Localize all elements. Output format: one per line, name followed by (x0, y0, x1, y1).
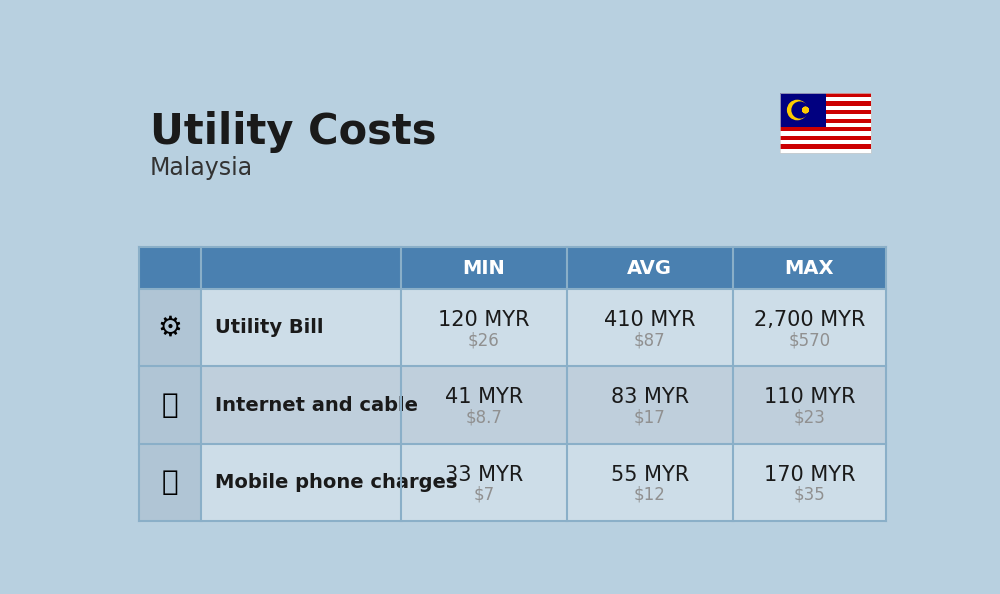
Text: 120 MYR: 120 MYR (438, 310, 530, 330)
Bar (780, 102, 871, 106)
Text: $570: $570 (788, 331, 830, 349)
Text: $87: $87 (634, 331, 665, 349)
Bar (139, 247, 886, 289)
Bar (780, 110, 871, 114)
Text: $23: $23 (793, 409, 825, 426)
Bar (780, 136, 871, 140)
Text: 110 MYR: 110 MYR (764, 387, 855, 407)
Text: 📱: 📱 (162, 468, 178, 497)
Text: Malaysia: Malaysia (150, 156, 253, 180)
Text: MAX: MAX (785, 258, 834, 277)
Bar (780, 93, 871, 153)
Polygon shape (802, 107, 809, 113)
Text: $35: $35 (793, 486, 825, 504)
Text: Utility Costs: Utility Costs (150, 111, 436, 153)
Bar (139, 366, 201, 444)
Text: 41 MYR: 41 MYR (445, 387, 523, 407)
Circle shape (788, 100, 807, 119)
Text: 33 MYR: 33 MYR (445, 465, 523, 485)
Text: $12: $12 (634, 486, 666, 504)
Text: 83 MYR: 83 MYR (611, 387, 689, 407)
Text: ⚙: ⚙ (158, 314, 182, 342)
Text: $8.7: $8.7 (465, 409, 502, 426)
Bar (780, 106, 871, 110)
Bar (780, 148, 871, 153)
Text: Internet and cable: Internet and cable (215, 396, 418, 415)
Bar (780, 140, 871, 144)
Bar (139, 289, 886, 366)
Text: 410 MYR: 410 MYR (604, 310, 695, 330)
Text: 170 MYR: 170 MYR (764, 465, 855, 485)
Bar (139, 289, 201, 366)
Bar (780, 114, 871, 119)
Text: MIN: MIN (462, 258, 505, 277)
Text: Mobile phone charges: Mobile phone charges (215, 473, 457, 492)
Bar (780, 93, 826, 127)
Bar (780, 93, 871, 97)
Bar (780, 131, 871, 136)
Text: $7: $7 (473, 486, 494, 504)
Bar (139, 366, 886, 444)
Bar (780, 97, 871, 102)
Bar (780, 123, 871, 127)
Bar (139, 444, 886, 521)
Text: Utility Bill: Utility Bill (215, 318, 323, 337)
Bar (780, 144, 871, 148)
Text: 📡: 📡 (162, 391, 178, 419)
Bar (139, 444, 201, 521)
Bar (780, 127, 871, 131)
Text: AVG: AVG (627, 258, 672, 277)
Circle shape (792, 102, 808, 118)
Text: 55 MYR: 55 MYR (611, 465, 689, 485)
Text: 2,700 MYR: 2,700 MYR (754, 310, 865, 330)
Bar (780, 119, 871, 123)
Text: $17: $17 (634, 409, 666, 426)
Text: $26: $26 (468, 331, 500, 349)
